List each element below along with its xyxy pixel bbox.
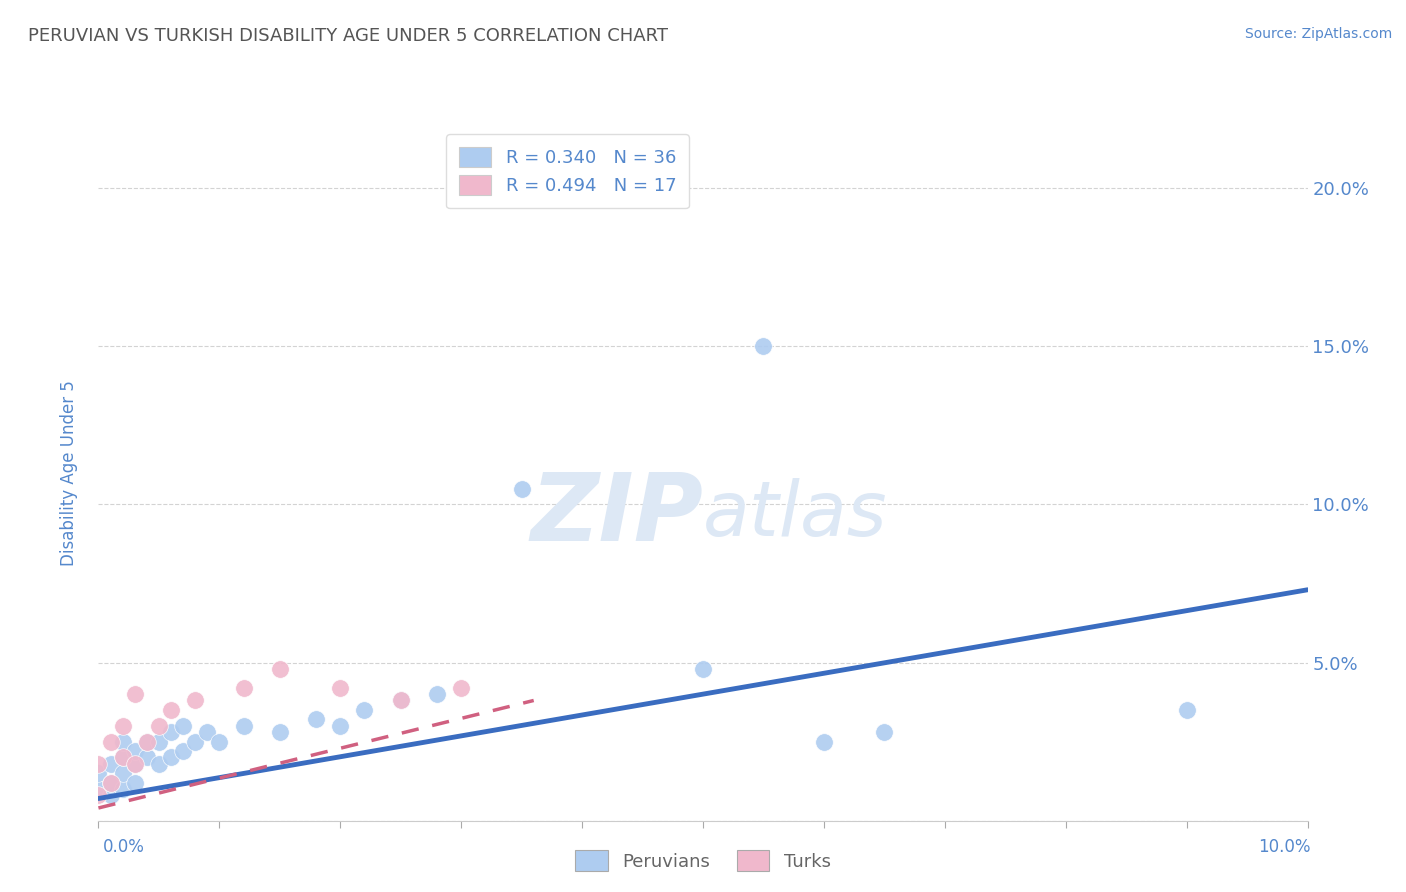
Point: [184, 734, 207, 748]
Text: PERUVIAN VS TURKISH DISABILITY AGE UNDER 5 CORRELATION CHART: PERUVIAN VS TURKISH DISABILITY AGE UNDER…: [28, 27, 668, 45]
Point: [111, 750, 134, 764]
Point: [752, 339, 775, 353]
Point: [87, 756, 110, 771]
Point: [232, 719, 254, 733]
Point: [172, 719, 194, 733]
Point: [148, 756, 170, 771]
Point: [100, 789, 122, 803]
Point: [124, 744, 146, 758]
Point: [135, 734, 157, 748]
Point: [87, 789, 110, 803]
Text: 10.0%: 10.0%: [1258, 838, 1310, 855]
Point: [195, 725, 218, 739]
Point: [160, 703, 183, 717]
Y-axis label: Disability Age Under 5: Disability Age Under 5: [59, 380, 77, 566]
Point: [389, 693, 412, 707]
Point: [873, 725, 896, 739]
Point: [389, 693, 412, 707]
Point: [100, 756, 122, 771]
Text: 0.0%: 0.0%: [103, 838, 145, 855]
Point: [1175, 703, 1198, 717]
Point: [124, 756, 146, 771]
Point: [87, 782, 110, 797]
Point: [100, 734, 122, 748]
Point: [269, 662, 291, 676]
Point: [208, 734, 231, 748]
Point: [329, 719, 352, 733]
Point: [100, 775, 122, 789]
Point: [111, 766, 134, 780]
Text: Source: ZipAtlas.com: Source: ZipAtlas.com: [1244, 27, 1392, 41]
Point: [135, 750, 157, 764]
Point: [232, 681, 254, 695]
Point: [160, 750, 183, 764]
Point: [111, 750, 134, 764]
Text: atlas: atlas: [703, 477, 887, 551]
Point: [111, 734, 134, 748]
Point: [353, 703, 375, 717]
Point: [426, 687, 449, 701]
Point: [305, 713, 328, 727]
Point: [124, 775, 146, 789]
Point: [813, 734, 835, 748]
Point: [100, 775, 122, 789]
Point: [135, 734, 157, 748]
Point: [148, 719, 170, 733]
Point: [184, 693, 207, 707]
Point: [450, 681, 472, 695]
Text: ZIP: ZIP: [530, 468, 703, 560]
Point: [124, 756, 146, 771]
Point: [329, 681, 352, 695]
Point: [692, 662, 714, 676]
Point: [160, 725, 183, 739]
Point: [148, 734, 170, 748]
Point: [87, 766, 110, 780]
Legend: R = 0.340   N = 36, R = 0.494   N = 17: R = 0.340 N = 36, R = 0.494 N = 17: [446, 134, 689, 208]
Point: [111, 719, 134, 733]
Point: [172, 744, 194, 758]
Point: [111, 782, 134, 797]
Legend: Peruvians, Turks: Peruvians, Turks: [568, 843, 838, 879]
Point: [124, 687, 146, 701]
Point: [510, 482, 533, 496]
Point: [269, 725, 291, 739]
